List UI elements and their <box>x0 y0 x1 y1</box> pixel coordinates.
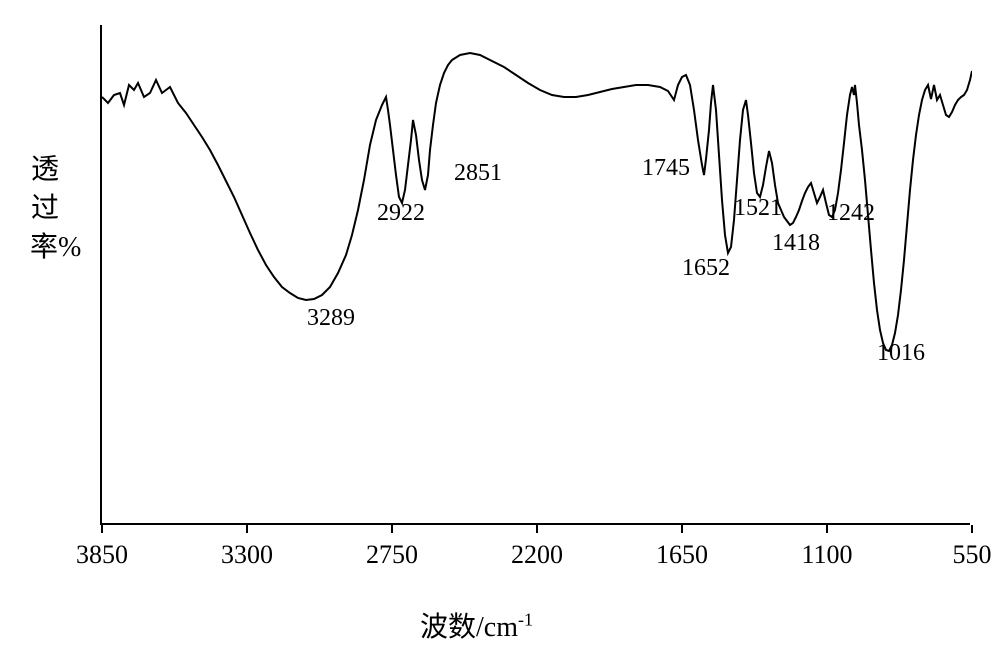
x-tick-label: 2200 <box>511 540 563 570</box>
peak-label-2922: 2922 <box>377 200 425 227</box>
peak-label-2851: 2851 <box>454 160 502 187</box>
x-tick-label: 550 <box>953 540 992 570</box>
x-tick-label: 1100 <box>801 540 852 570</box>
x-tick-label: 3850 <box>76 540 128 570</box>
x-tick-label: 1650 <box>656 540 708 570</box>
peak-label-1418: 1418 <box>772 230 820 257</box>
peak-label-1521: 1521 <box>734 195 782 222</box>
peak-label-1745: 1745 <box>642 155 690 182</box>
x-tick <box>101 525 103 533</box>
plot-area: 385033002750220016501100550 328929222851… <box>100 25 970 525</box>
y-axis-label: 透过率% <box>30 150 60 268</box>
x-tick <box>246 525 248 533</box>
peak-label-1652: 1652 <box>682 255 730 282</box>
x-tick <box>681 525 683 533</box>
chart-container: 385033002750220016501100550 328929222851… <box>100 25 970 555</box>
peak-label-1242: 1242 <box>827 200 875 227</box>
x-tick-label: 2750 <box>366 540 418 570</box>
peak-label-1016: 1016 <box>877 340 925 367</box>
x-tick <box>536 525 538 533</box>
spectrum-line <box>102 25 972 525</box>
x-tick-label: 3300 <box>221 540 273 570</box>
x-axis-label: 波数/cm-1 <box>420 605 533 645</box>
peak-label-3289: 3289 <box>307 305 355 332</box>
x-tick <box>391 525 393 533</box>
x-tick <box>826 525 828 533</box>
x-tick <box>971 525 973 533</box>
